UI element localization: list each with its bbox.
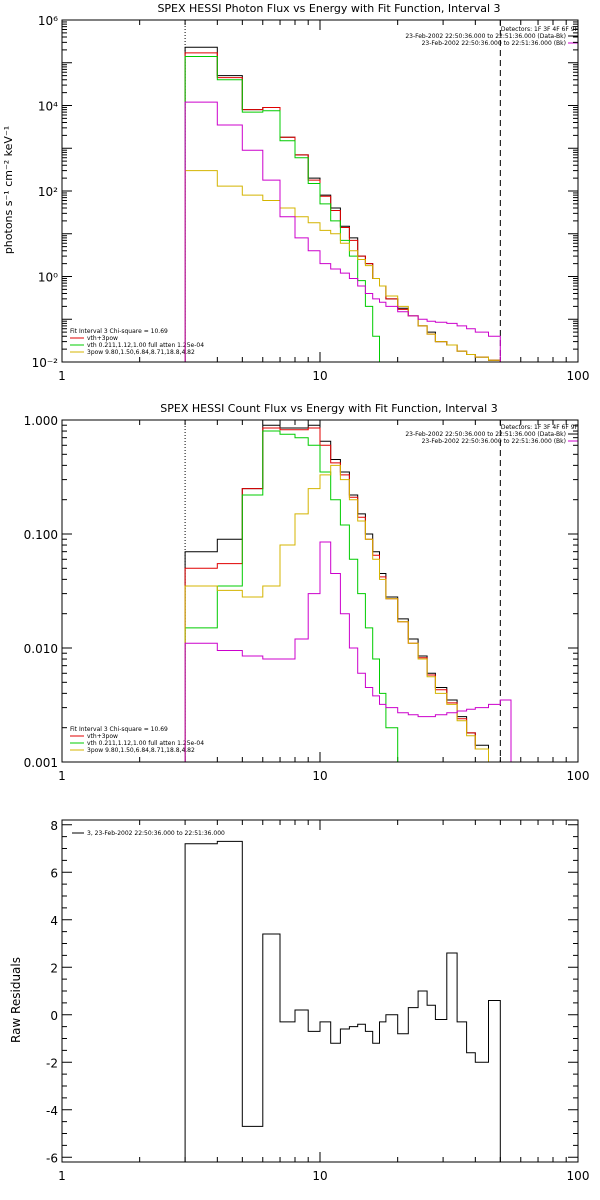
photon-flux-series-magenta bbox=[184, 101, 501, 362]
count-flux-y-tick-label: 0.100 bbox=[24, 528, 58, 542]
count-flux-panel: SPEX HESSI Count Flux vs Energy with Fit… bbox=[24, 402, 590, 783]
residuals-legend: 3, 23-Feb-2002 22:50:36.000 to 22:51:36.… bbox=[72, 830, 225, 837]
photon-flux-fit-info: Fit Interval 3 Chi-square = 10.69 bbox=[70, 328, 168, 335]
count-flux-legend-vth: vth 0.211,1.12,1.00 full atten 1.25e-04 bbox=[87, 740, 204, 747]
count-flux-legend-top-line: 23-Feb-2002 22:50:36.000 to 22:51:36.000… bbox=[405, 431, 566, 438]
count-flux-y-tick-label: 0.001 bbox=[24, 756, 58, 770]
count-flux-x-tick-label: 10 bbox=[312, 769, 327, 783]
photon-flux-y-tick-label: 10⁶ bbox=[38, 14, 58, 28]
count-flux-legend-total: vth+3pow bbox=[87, 733, 118, 740]
photon-flux-series-red bbox=[184, 52, 501, 362]
count-flux-series-yellow bbox=[184, 464, 511, 762]
photon-flux-ylabel: photons s⁻¹ cm⁻² keV⁻¹ bbox=[2, 126, 15, 254]
photon-flux-legend-vth: vth 0.211,1.12,1.00 full atten 1.25e-04 bbox=[87, 342, 204, 349]
residuals-y-tick-label: -2 bbox=[46, 1056, 58, 1070]
residuals-legend-label: 3, 23-Feb-2002 22:50:36.000 to 22:51:36.… bbox=[87, 830, 225, 837]
residuals-y-tick-label: 2 bbox=[50, 961, 58, 975]
residuals-y-tick-label: 8 bbox=[50, 819, 58, 833]
photon-flux-title: SPEX HESSI Photon Flux vs Energy with Fi… bbox=[157, 2, 500, 15]
count-flux-x-tick-label: 100 bbox=[567, 769, 590, 783]
photon-flux-legend-top: Detectors: 1F 3F 4F 6F 9F 23-Feb-2002 22… bbox=[405, 26, 578, 47]
residuals-y-tick-label: -6 bbox=[46, 1151, 58, 1165]
photon-flux-x-tick-label: 1 bbox=[58, 369, 66, 383]
photon-flux-legend-top-line: Detectors: 1F 3F 4F 6F 9F bbox=[501, 26, 579, 33]
count-flux-y-tick-label: 0.010 bbox=[24, 642, 58, 656]
photon-flux-panel: SPEX HESSI Photon Flux vs Energy with Fi… bbox=[2, 2, 589, 383]
residuals-plot-frame bbox=[61, 819, 579, 1163]
residuals-y-tick-label: 6 bbox=[50, 866, 58, 880]
count-flux-plot-frame bbox=[61, 419, 579, 763]
photon-flux-y-tick-label: 10⁴ bbox=[38, 100, 58, 114]
count-flux-x-tick-label: 1 bbox=[58, 769, 66, 783]
residuals-y-tick-label: 4 bbox=[50, 914, 58, 928]
photon-flux-series-yellow bbox=[184, 170, 501, 362]
residuals-series-black bbox=[184, 840, 501, 1162]
residuals-series-group bbox=[184, 840, 501, 1162]
photon-flux-series-green bbox=[184, 56, 501, 362]
photon-flux-legend-bottom: Fit Interval 3 Chi-square = 10.69 vth+3p… bbox=[70, 328, 204, 356]
residuals-x-tick-label: 100 bbox=[567, 1169, 590, 1183]
photon-flux-legend-3pow: 3pow 9.80,1.50,6.84,8.71,18.8,4.82 bbox=[87, 349, 195, 356]
count-flux-legend-top: Detectors: 1F 3F 4F 6F 9F 23-Feb-2002 22… bbox=[405, 424, 578, 445]
photon-flux-x-tick-label: 100 bbox=[567, 369, 590, 383]
photon-flux-x-tick-label: 10 bbox=[312, 369, 327, 383]
residuals-y-tick-label: 0 bbox=[50, 1009, 58, 1023]
residuals-x-tick-label: 1 bbox=[58, 1169, 66, 1183]
photon-flux-y-tick-label: 10² bbox=[38, 185, 58, 199]
residuals-panel: Raw Residuals 3, 23-Feb-2002 22:50:36.00… bbox=[9, 819, 589, 1183]
count-flux-legend-top-line: 23-Feb-2002 22:50:36.000 to 22:51:36.000… bbox=[422, 438, 566, 445]
photon-flux-y-tick-label: 10⁻² bbox=[32, 356, 59, 370]
residuals-x-tick-label: 10 bbox=[312, 1169, 327, 1183]
photon-flux-legend-top-line: 23-Feb-2002 22:50:36.000 to 22:51:36.000… bbox=[405, 33, 566, 40]
photon-flux-legend-top-line: 23-Feb-2002 22:50:36.000 to 22:51:36.000… bbox=[422, 40, 566, 47]
count-flux-legend-top-line: Detectors: 1F 3F 4F 6F 9F bbox=[501, 424, 579, 431]
count-flux-y-tick-label: 1.000 bbox=[24, 414, 58, 428]
count-flux-series-magenta bbox=[184, 541, 512, 762]
count-flux-legend-3pow: 3pow 9.80,1.50,6.84,8.71,18.8,4.82 bbox=[87, 747, 195, 754]
photon-flux-y-tick-label: 10⁰ bbox=[38, 271, 58, 285]
photon-flux-plot-frame bbox=[61, 19, 579, 363]
count-flux-series-group bbox=[184, 424, 512, 762]
count-flux-fit-info: Fit Interval 3 Chi-square = 10.69 bbox=[70, 726, 168, 733]
residuals-y-tick-label: -4 bbox=[46, 1104, 58, 1118]
photon-flux-series-black bbox=[184, 46, 501, 362]
residuals-ylabel: Raw Residuals bbox=[9, 957, 23, 1043]
count-flux-legend-bottom: Fit Interval 3 Chi-square = 10.69 vth+3p… bbox=[70, 726, 204, 754]
count-flux-series-green bbox=[184, 430, 511, 762]
count-flux-series-red bbox=[184, 427, 511, 762]
photon-flux-legend-total: vth+3pow bbox=[87, 335, 118, 342]
photon-flux-series-group bbox=[184, 46, 501, 362]
count-flux-title: SPEX HESSI Count Flux vs Energy with Fit… bbox=[160, 402, 497, 415]
